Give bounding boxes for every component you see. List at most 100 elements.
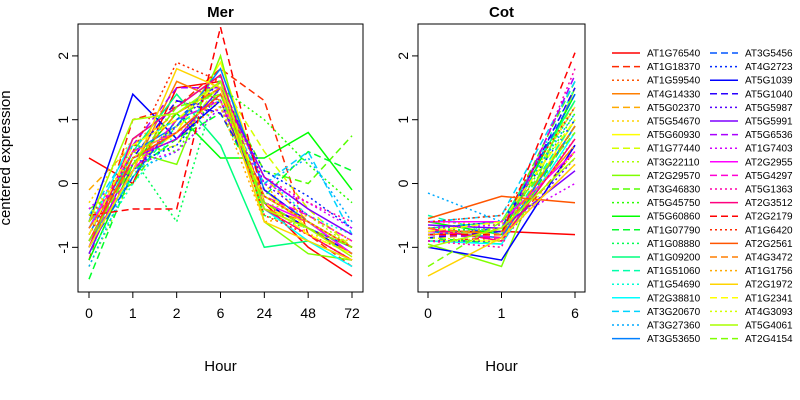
legend-label: AT5G60860 xyxy=(647,212,701,223)
legend-item: AT2G1972 xyxy=(710,280,793,291)
y-tick-label: -1 xyxy=(395,241,411,254)
legend-item: AT5G1039 xyxy=(710,76,793,87)
legend-label: AT1G77440 xyxy=(647,144,701,155)
legend-label: AT2G1972 xyxy=(745,280,793,291)
series-line-cot-at5g60860 xyxy=(427,93,576,236)
legend-label: AT4G2723 xyxy=(745,62,793,73)
legend-item: AT2G2955 xyxy=(710,157,793,168)
series-line-cot-at2g3512 xyxy=(427,138,576,242)
legend-item: AT1G18370 xyxy=(612,62,701,73)
panel-cot: 0 1 6 -1 0 1 2 Cot Hour xyxy=(395,4,586,375)
legend-label: AT2G29570 xyxy=(647,171,701,182)
legend-item: AT1G59540 xyxy=(612,76,701,87)
legend-item: AT3G27360 xyxy=(612,321,701,332)
legend-label: AT5G5987 xyxy=(745,103,793,114)
series-line-cot-at4g3472 xyxy=(427,125,576,236)
legend-label: AT4G3093 xyxy=(745,307,793,318)
legend-item: AT5G02370 xyxy=(612,103,701,114)
legend-item: AT5G5987 xyxy=(710,103,793,114)
legend-item: AT3G20670 xyxy=(612,307,701,318)
legend-label: AT5G45750 xyxy=(647,198,701,209)
y-tick-label: -1 xyxy=(55,241,71,254)
x-tick-label: 1 xyxy=(129,305,137,321)
legend-item: AT5G60860 xyxy=(612,212,701,223)
x-axis-cot: 0 1 6 xyxy=(424,292,579,321)
legend-item: AT3G46830 xyxy=(612,185,701,196)
x-tick-label: 6 xyxy=(217,305,225,321)
legend-label: AT2G3512 xyxy=(745,198,793,209)
legend-label: AT5G54670 xyxy=(647,117,701,128)
series-line-mer-at1g1756 xyxy=(88,105,353,242)
legend-label: AT3G53650 xyxy=(647,334,701,345)
legend-label: AT2G4154 xyxy=(745,334,793,345)
series-line-cot-at2g38810 xyxy=(427,132,576,245)
series-line-mer-at2g2561 xyxy=(88,92,353,248)
panel-mer: 0 1 2 6 24 48 72 -1 0 1 2 Mer Hour centered expressio… xyxy=(0,4,364,375)
legend-label: AT1G54690 xyxy=(647,280,701,291)
series-line-mer-at2g4154 xyxy=(88,93,353,248)
legend-label: AT5G5991 xyxy=(745,117,793,128)
series-line-cot-at3g20670 xyxy=(427,81,576,223)
series-line-mer-at5g4061 xyxy=(88,80,353,258)
y-tick-label: 1 xyxy=(55,116,71,124)
series-line-cot-at3g22110 xyxy=(427,138,576,233)
legend-item: AT5G4297 xyxy=(710,171,793,182)
legend-label: AT1G07790 xyxy=(647,225,701,236)
y-tick-label: 2 xyxy=(55,52,71,60)
legend-item: AT5G54670 xyxy=(612,117,701,128)
legend-item: AT5G45750 xyxy=(612,198,701,209)
legend-label: AT3G46830 xyxy=(647,185,701,196)
x-tick-label: 0 xyxy=(85,305,93,321)
legend-label: AT1G2341 xyxy=(745,293,793,304)
legend-item: AT2G4154 xyxy=(710,334,793,345)
series-line-mer-at1g2341 xyxy=(88,80,353,255)
legend-item: AT1G76540 xyxy=(612,49,701,60)
x-axis-label-cot: Hour xyxy=(485,358,518,375)
x-tick-label: 6 xyxy=(571,305,579,321)
legend-label: AT2G2561 xyxy=(745,239,793,250)
series-line-cot-at1g6420 xyxy=(427,106,576,223)
legend-label: AT2G38810 xyxy=(647,293,701,304)
series-line-cot-at3g5456 xyxy=(427,93,576,236)
series-line-cot-at5g4061 xyxy=(427,157,576,249)
series-line-mer-at3g53650 xyxy=(88,67,353,255)
series-line-cot-at1g09200 xyxy=(427,100,576,229)
legend-item: AT4G3093 xyxy=(710,307,793,318)
legend-item: AT3G22110 xyxy=(612,157,700,168)
legend-label: AT1G08880 xyxy=(647,239,701,250)
x-tick-label: 72 xyxy=(344,305,360,321)
y-axis-mer: -1 0 1 2 xyxy=(55,52,78,254)
legend-label: AT1G51060 xyxy=(647,266,701,277)
legend-item: AT1G1756 xyxy=(710,266,793,277)
legend-item: AT4G2723 xyxy=(710,62,793,73)
legend-label: AT3G22110 xyxy=(647,157,700,168)
legend: AT1G76540 AT1G18370 AT1G59540 AT4G14330 AT5G… xyxy=(612,49,793,345)
legend-label: AT5G1363 xyxy=(745,185,793,196)
legend-label: AT1G59540 xyxy=(647,76,701,87)
legend-item: AT5G60930 xyxy=(612,130,701,141)
legend-item: AT2G2561 xyxy=(710,239,793,250)
legend-item: AT1G07790 xyxy=(612,225,701,236)
series-line-cot-at1g2341 xyxy=(427,119,576,233)
series-line-cot-at3g27360 xyxy=(427,112,576,223)
legend-item: AT2G29570 xyxy=(612,171,701,182)
legend-item: AT5G6536 xyxy=(710,130,793,141)
y-tick-label: 0 xyxy=(55,179,71,187)
x-tick-label: 0 xyxy=(424,305,432,321)
legend-label: AT5G60930 xyxy=(647,130,701,141)
plot-frame-cot xyxy=(417,23,586,293)
legend-item: AT1G08880 xyxy=(612,239,701,250)
legend-label: AT5G6536 xyxy=(745,130,793,141)
series-line-cot-at1g07790 xyxy=(427,125,576,245)
legend-label: AT1G1756 xyxy=(745,266,793,277)
legend-item: AT4G3472 xyxy=(710,253,793,264)
legend-item: AT4G14330 xyxy=(612,89,701,100)
legend-label: AT1G18370 xyxy=(647,62,701,73)
legend-item: AT1G54690 xyxy=(612,280,701,291)
legend-label: AT1G76540 xyxy=(647,49,701,60)
legend-item: AT5G1363 xyxy=(710,185,793,196)
y-axis-label-mer: centered expression xyxy=(0,90,14,225)
legend-label: AT3G5456 xyxy=(745,49,793,60)
legend-label: AT5G4297 xyxy=(745,171,793,182)
